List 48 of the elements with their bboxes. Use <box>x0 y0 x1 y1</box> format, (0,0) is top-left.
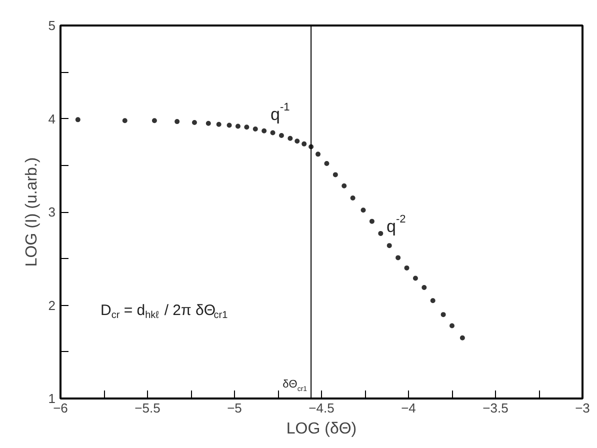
y-tick-label: 1 <box>48 391 56 406</box>
point <box>430 298 436 304</box>
point <box>386 243 392 248</box>
x-axis-title: LOG (δΘ) <box>286 420 357 438</box>
y-tick-label: 3 <box>48 204 56 220</box>
point <box>332 172 338 178</box>
y-tick-label: 2 <box>48 298 56 313</box>
point <box>270 130 276 136</box>
point <box>262 128 267 134</box>
point <box>378 230 384 236</box>
point <box>324 161 330 166</box>
y-tick-label: 5 <box>48 18 56 33</box>
point <box>316 152 321 157</box>
point <box>350 196 356 201</box>
x-tick-label: −5 <box>227 400 242 416</box>
point <box>122 118 128 124</box>
point <box>396 255 401 260</box>
point <box>278 133 284 138</box>
point <box>450 323 454 328</box>
point <box>294 138 300 144</box>
point <box>235 124 240 129</box>
point <box>412 276 418 281</box>
x-tick-label: −4 <box>401 400 416 416</box>
point <box>369 218 374 224</box>
point <box>460 335 465 340</box>
point <box>302 141 307 146</box>
point <box>288 136 293 141</box>
point <box>244 124 250 130</box>
point <box>422 285 427 290</box>
point <box>174 119 180 124</box>
point <box>192 120 197 125</box>
point <box>404 265 410 270</box>
point <box>216 122 222 127</box>
point <box>152 118 157 124</box>
x-tick-label: −4.5 <box>308 400 334 416</box>
point <box>75 117 80 122</box>
x-tick-label: −3 <box>575 400 590 416</box>
point <box>342 183 347 188</box>
x-tick-label: −3.5 <box>482 400 508 416</box>
point <box>360 208 366 213</box>
x-tick-label: −6 <box>53 400 68 416</box>
x-tick-label: −5.5 <box>134 400 160 416</box>
point <box>206 120 211 126</box>
point <box>252 126 258 132</box>
point <box>440 312 446 318</box>
y-tick-label: 4 <box>48 111 56 126</box>
y-axis-title: LOG (I) (u.arb.) <box>23 157 40 267</box>
point <box>226 122 232 128</box>
